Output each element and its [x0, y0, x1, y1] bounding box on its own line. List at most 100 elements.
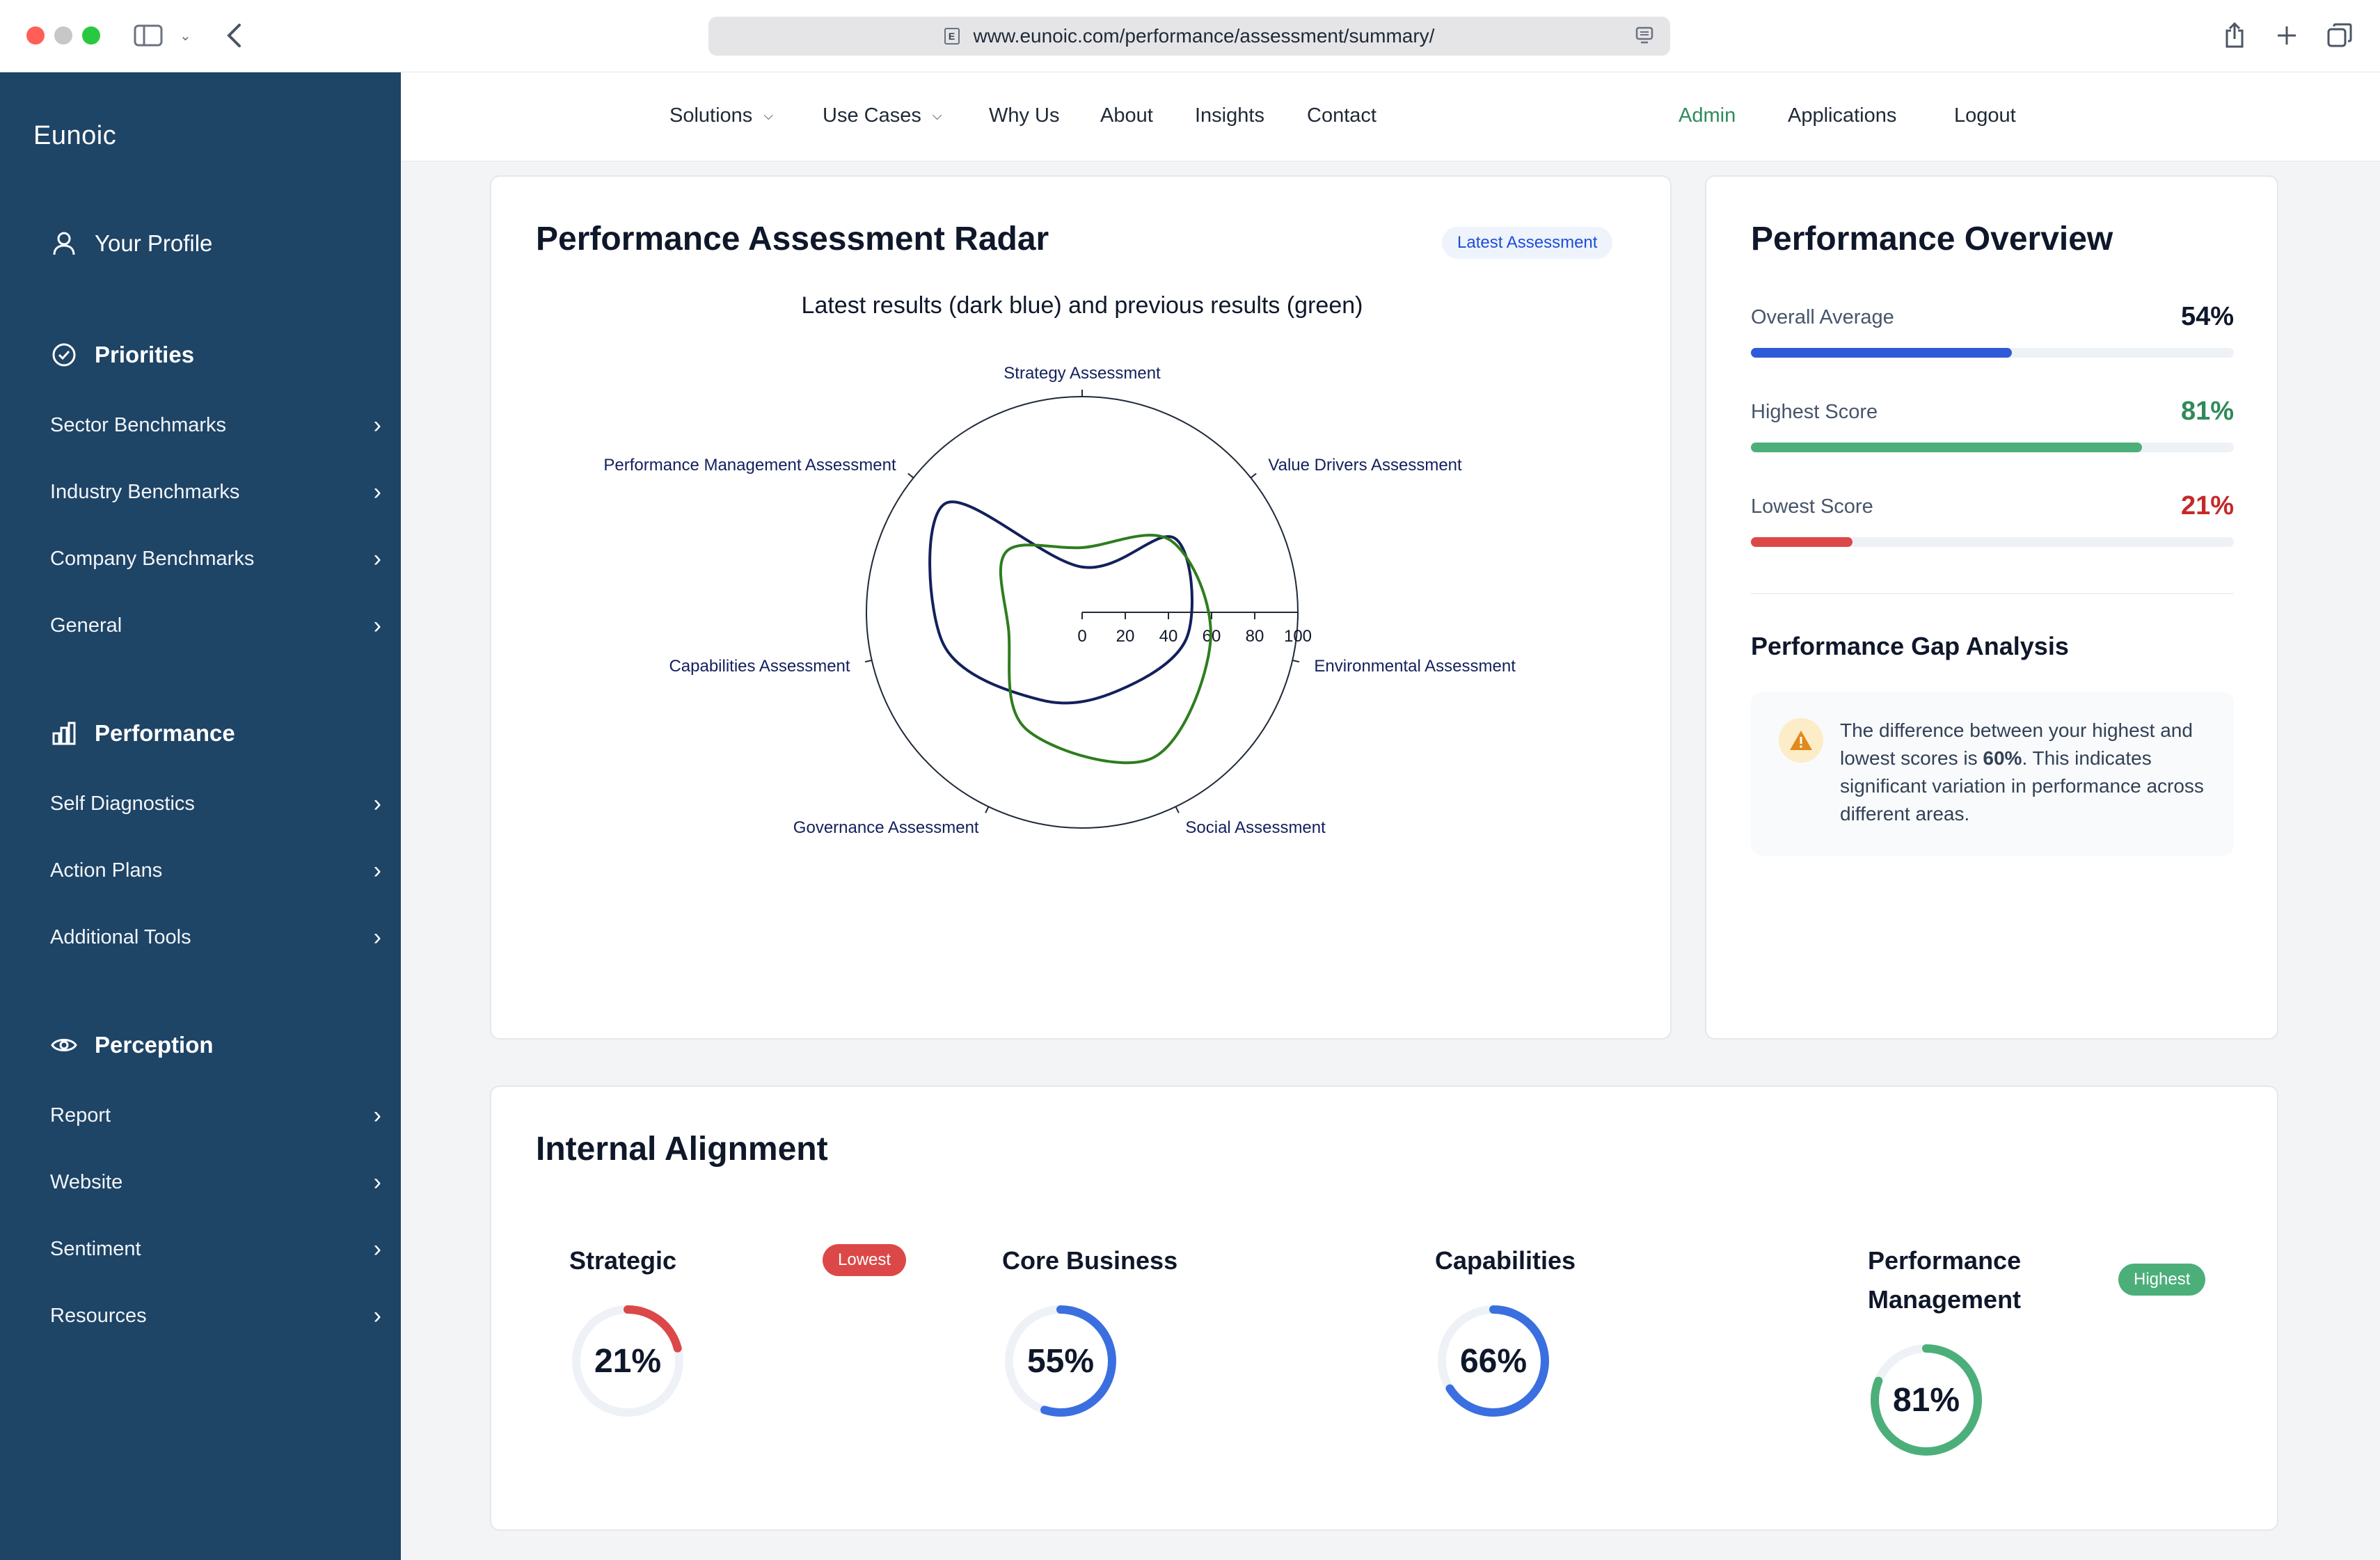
- eye-icon: [50, 1031, 78, 1059]
- nav-contact[interactable]: Contact: [1307, 104, 1377, 127]
- back-icon[interactable]: [225, 18, 242, 53]
- sidebar-item-resources[interactable]: Resources ›: [50, 1303, 381, 1330]
- alignment-title: Internal Alignment: [536, 1131, 828, 1168]
- sidebar-item-sentiment[interactable]: Sentiment ›: [50, 1236, 381, 1263]
- sidebar-item-additional-tools[interactable]: Additional Tools ›: [50, 924, 381, 951]
- sidebar-item-label: Resources: [50, 1305, 147, 1327]
- radar-axis-tick: [864, 660, 872, 663]
- nav-use-cases[interactable]: Use Cases ⌵: [823, 104, 942, 127]
- radar-radial-tick-label: 20: [1116, 627, 1135, 646]
- radar-axis-label: Capabilities Assessment: [669, 657, 850, 676]
- highest-badge: Highest: [2118, 1264, 2206, 1296]
- radar-axis-tick: [907, 472, 914, 479]
- metric-track: [1751, 537, 2234, 547]
- sidebar-item-report[interactable]: Report ›: [50, 1102, 381, 1129]
- chevron-down-icon[interactable]: ⌄: [180, 28, 191, 44]
- check-circle-icon: [50, 341, 78, 369]
- sidebar-item-label: Website: [50, 1171, 123, 1193]
- radar-title: Performance Assessment Radar: [536, 221, 1049, 257]
- radar-axis-label: Performance Management Assessment: [603, 456, 896, 475]
- sidebar-toggle-icon[interactable]: [134, 18, 163, 53]
- sidebar-item-label: General: [50, 614, 122, 637]
- sidebar-section-perception[interactable]: Perception: [50, 1031, 214, 1059]
- gap-text-start: The difference between your highest and …: [1840, 719, 2193, 769]
- sidebar-item-label: Action Plans: [50, 859, 163, 882]
- nav-insights[interactable]: Insights: [1195, 104, 1264, 127]
- share-icon[interactable]: [2224, 18, 2245, 53]
- sidebar-item-website[interactable]: Website ›: [50, 1169, 381, 1196]
- metric-track: [1751, 348, 2234, 358]
- chevron-right-icon: ›: [373, 790, 381, 817]
- favicon: E: [944, 28, 960, 45]
- reader-icon[interactable]: [1635, 26, 1653, 49]
- gap-analysis-box: The difference between your highest and …: [1751, 692, 2234, 856]
- nav-admin[interactable]: Admin: [1679, 104, 1736, 127]
- radar-radial-tick-label: 40: [1159, 627, 1178, 646]
- bar-chart-icon: [50, 719, 78, 747]
- metric-label: Overall Average: [1751, 306, 1894, 328]
- radar-axis-tick: [985, 806, 990, 813]
- nav-why-us[interactable]: Why Us: [989, 104, 1060, 127]
- ring-value: 21%: [594, 1342, 662, 1380]
- radar-axis-tick: [1175, 806, 1180, 813]
- alignment-name: Core Business: [1002, 1246, 1178, 1275]
- chevron-right-icon: ›: [373, 924, 381, 950]
- metric-fill: [1751, 443, 2143, 452]
- top-navigation: Solutions ⌵ Use Cases ⌵ Why Us About Insig…: [401, 72, 2380, 161]
- new-tab-icon[interactable]: [2276, 18, 2298, 53]
- maximize-window-button[interactable]: [82, 26, 100, 45]
- tab-overview-icon[interactable]: [2327, 18, 2352, 53]
- sidebar: Eunoic Your Profile Priorities Sector Be…: [0, 72, 401, 1560]
- ring-progress: [1438, 1305, 1549, 1417]
- radar-radial-tick-label: 100: [1284, 627, 1312, 646]
- sidebar-item-label: Additional Tools: [50, 926, 191, 948]
- alignment-name: Strategic: [569, 1246, 677, 1275]
- metric-value: 81%: [2180, 397, 2234, 426]
- ring-progress: [1005, 1305, 1116, 1417]
- metric-value: 54%: [2180, 302, 2234, 331]
- nav-logout[interactable]: Logout: [1954, 104, 2016, 127]
- alignment-name: Capabilities: [1435, 1246, 1576, 1275]
- radar-axis-label: Social Assessment: [1185, 818, 1326, 837]
- chevron-right-icon: ›: [373, 1303, 381, 1329]
- overview-title: Performance Overview: [1751, 221, 2113, 257]
- sidebar-item-company-benchmarks[interactable]: Company Benchmarks ›: [50, 546, 381, 573]
- radar-series-latest: [928, 500, 1193, 705]
- minimize-window-button[interactable]: [54, 26, 72, 45]
- nav-solutions[interactable]: Solutions ⌵: [669, 104, 773, 127]
- close-window-button[interactable]: [26, 26, 45, 45]
- radar-axis-tick: [1250, 472, 1257, 479]
- sidebar-section-performance[interactable]: Performance: [50, 719, 235, 747]
- address-bar[interactable]: E www.eunoic.com/performance/assessment/…: [708, 17, 1670, 56]
- radar-radial-tick-label: 0: [1077, 627, 1086, 646]
- brand-logo[interactable]: Eunoic: [33, 121, 117, 150]
- metric-label: Lowest Score: [1751, 495, 1873, 518]
- sidebar-item-sector-benchmarks[interactable]: Sector Benchmarks ›: [50, 412, 381, 439]
- metric-value: 21%: [2180, 491, 2234, 520]
- sidebar-profile[interactable]: Your Profile: [50, 230, 212, 257]
- metric-track: [1751, 443, 2234, 452]
- sidebar-section-priorities[interactable]: Priorities: [50, 341, 194, 369]
- sidebar-item-industry-benchmarks[interactable]: Industry Benchmarks ›: [50, 479, 381, 506]
- nav-applications[interactable]: Applications: [1788, 104, 1897, 127]
- lowest-badge: Lowest: [823, 1244, 907, 1276]
- nav-about[interactable]: About: [1100, 104, 1153, 127]
- radar-radial-tick-label: 80: [1246, 627, 1264, 646]
- sidebar-item-self-diagnostics[interactable]: Self Diagnostics ›: [50, 790, 381, 818]
- progress-ring: [1871, 1344, 1982, 1456]
- alignment-card: Internal Alignment Strategic Lowest 21% …: [490, 1085, 2278, 1531]
- latest-assessment-badge: Latest Assessment: [1442, 227, 1613, 259]
- radar-axis-tick: [1292, 660, 1300, 663]
- sidebar-item-general[interactable]: General ›: [50, 612, 381, 639]
- user-icon: [50, 230, 78, 257]
- divider: [1751, 593, 2234, 594]
- gap-value: 60%: [1983, 747, 2022, 769]
- sidebar-item-action-plans[interactable]: Action Plans ›: [50, 857, 381, 884]
- chevron-right-icon: ›: [373, 1102, 381, 1129]
- radar-subtitle: Latest results (dark blue) and previous …: [801, 292, 1363, 319]
- ring-value: 81%: [1892, 1381, 1960, 1419]
- url-text: www.eunoic.com/performance/assessment/su…: [973, 25, 1435, 47]
- warning-icon: [1779, 718, 1823, 763]
- gap-analysis-title: Performance Gap Analysis: [1751, 632, 2069, 660]
- chevron-right-icon: ›: [373, 479, 381, 505]
